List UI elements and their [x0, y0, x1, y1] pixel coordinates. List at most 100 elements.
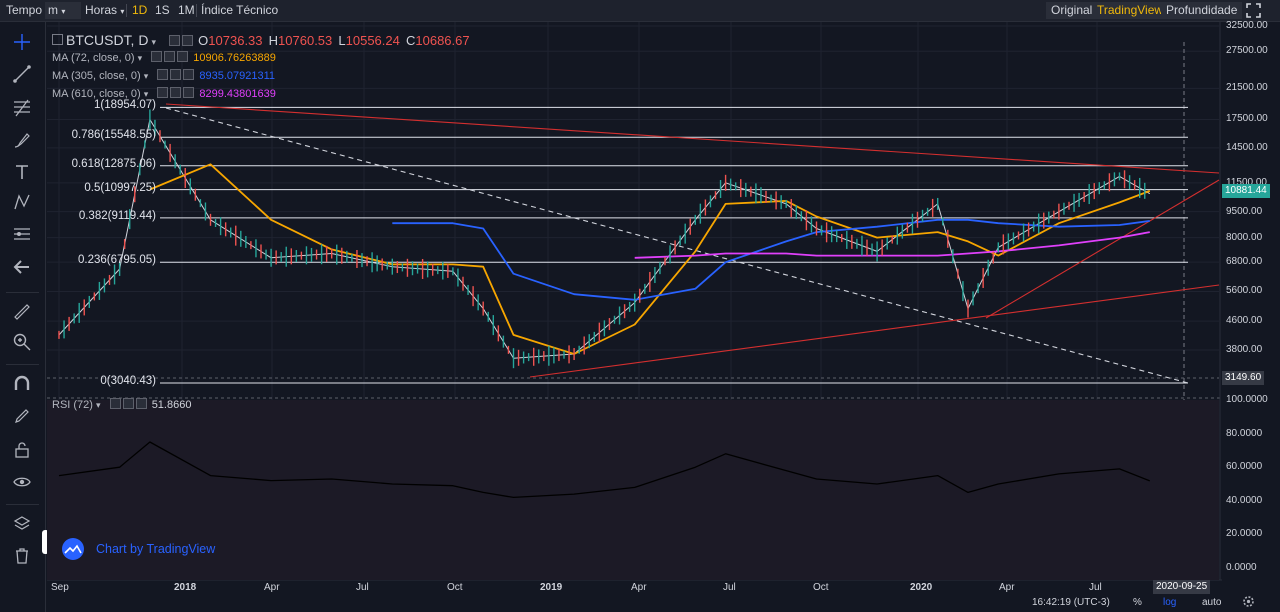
fib-label-4: 0.382(9119.44) [78, 209, 156, 222]
ma72-value: 10906.76263889 [193, 51, 276, 64]
top-toolbar: Tempo m ▾ Horas ▾ 1D 1S 1M Índice Técnic… [0, 0, 1280, 22]
price-tick-2: 21500.00 [1226, 82, 1268, 94]
rsi-tick-3: 40.0000 [1226, 494, 1263, 506]
date-badge: 2020-09-25 [1153, 580, 1211, 594]
ma305-value: 8935.07921311 [199, 69, 276, 82]
view-depth-button[interactable]: Profundidade [1161, 2, 1243, 19]
low-value: 10556.24 [345, 33, 400, 48]
high-value: 10760.53 [278, 33, 333, 48]
rsi-tick-0: 100.0000 [1226, 394, 1268, 405]
rsi-tick-2: 60.0000 [1226, 461, 1263, 473]
ruler-icon[interactable] [12, 302, 32, 322]
time-tick-7: Jul [723, 582, 736, 593]
price-tick-9: 5600.00 [1226, 285, 1263, 297]
draw-mode-icon[interactable] [12, 406, 32, 426]
horas-dropdown[interactable]: Horas ▾ [85, 3, 125, 17]
time-tick-9: 2020 [910, 582, 933, 593]
fib-icon[interactable] [12, 98, 32, 118]
toolbar-collapse-handle[interactable] [42, 530, 49, 554]
series-line-1 [149, 163, 1151, 355]
price-tick-0: 32500.00 [1226, 20, 1268, 31]
time-tick-11: Jul [1089, 582, 1102, 593]
price-badge-1: 3149.60 [1222, 371, 1265, 385]
trendline-icon[interactable] [12, 64, 32, 84]
time-tick-3: Jul [356, 582, 369, 593]
watermark-text: Chart by TradingView [96, 542, 216, 556]
fib-label-1: 0.786(15548.55) [71, 129, 156, 142]
symbol-title[interactable]: BTCUSDT, D [66, 32, 149, 48]
price-tick-10: 4600.00 [1226, 315, 1263, 327]
magnet-icon[interactable] [12, 374, 32, 394]
trash-icon[interactable] [12, 546, 32, 566]
ma305-legend[interactable]: MA (305, close, 0) ▾ 8935.07921311 [52, 69, 276, 82]
rsi-tick-1: 80.0000 [1226, 427, 1263, 439]
layers-icon[interactable] [12, 514, 32, 534]
text-icon[interactable] [12, 162, 32, 182]
price-badge-0: 10881.44 [1222, 184, 1270, 199]
drawing-toolbar [0, 22, 49, 612]
indicator-button[interactable]: Índice Técnico [201, 3, 279, 17]
close-value: 10686.67 [415, 33, 470, 48]
rsi-legend[interactable]: RSI (72) ▾ 51.8660 [52, 398, 192, 411]
brush-icon[interactable] [12, 130, 32, 150]
clock-readout: 16:42:19 (UTC-3) [1032, 597, 1110, 608]
back-arrow-icon[interactable] [12, 257, 32, 277]
series-line-3 [634, 231, 1150, 259]
tradingview-logo-icon [62, 538, 84, 560]
tradingview-watermark[interactable]: Chart by TradingView [60, 538, 215, 560]
support-trendline [985, 179, 1220, 319]
auto-toggle[interactable]: auto [1202, 597, 1222, 608]
crosshair-icon[interactable] [12, 32, 32, 52]
interval-1d-button[interactable]: 1D [132, 3, 148, 17]
view-original-button[interactable]: Original [1046, 2, 1098, 19]
price-tick-6: 9500.00 [1226, 205, 1263, 217]
zoom-icon[interactable] [12, 332, 32, 352]
fullscreen-icon[interactable] [1246, 3, 1261, 18]
series-line-4 [58, 441, 1151, 499]
rsi-tick-4: 20.0000 [1226, 528, 1263, 540]
lock-icon[interactable] [12, 440, 32, 460]
price-tick-3: 17500.00 [1226, 113, 1268, 125]
fib-label-6: 0(3040.43) [100, 375, 156, 387]
percent-toggle[interactable]: % [1133, 597, 1142, 608]
price-tick-4: 14500.00 [1226, 141, 1268, 153]
collapse-icon[interactable] [52, 34, 63, 45]
fib-label-0: 1(18954.07) [93, 99, 156, 112]
time-tick-1: 2018 [174, 582, 197, 593]
price-tick-7: 8000.00 [1226, 231, 1263, 243]
interval-1s-button[interactable]: 1S [155, 3, 170, 17]
price-tick-1: 27500.00 [1226, 45, 1268, 57]
upper-trendline [165, 103, 1220, 174]
time-tick-8: Oct [813, 582, 829, 593]
lower-trendline [529, 284, 1220, 378]
ma72-legend[interactable]: MA (72, close, 0) ▾ 10906.76263889 [52, 51, 276, 64]
open-value: 10736.33 [208, 33, 263, 48]
rsi-value: 51.8660 [151, 398, 192, 411]
time-tick-6: Apr [631, 582, 647, 593]
time-tick-5: 2019 [540, 582, 563, 593]
series-line-2 [392, 218, 1150, 301]
price-tick-11: 3800.00 [1226, 344, 1263, 355]
time-tick-2: Apr [264, 582, 280, 593]
log-toggle[interactable]: log [1163, 597, 1177, 608]
symbol-legend: BTCUSDT, D ▾ O10736.33 H10760.53 L10556.… [52, 32, 470, 49]
legend-settings-icons[interactable] [169, 35, 195, 49]
prediction-icon[interactable] [12, 224, 32, 244]
time-tick-10: Apr [999, 582, 1015, 593]
rsi-pane-bg [47, 400, 1219, 580]
rsi-tick-5: 0.0000 [1226, 562, 1257, 573]
pattern-icon[interactable] [12, 192, 32, 212]
ma610-value: 8299.43801639 [199, 87, 276, 100]
time-tick-4: Oct [447, 582, 463, 593]
fib-label-2: 0.618(12875.06) [71, 157, 156, 170]
price-tick-5: 11500.00 [1226, 176, 1267, 188]
settings-gear-icon[interactable] [1242, 595, 1255, 608]
view-tradingview-button[interactable]: TradingView [1092, 2, 1169, 19]
interval-1m-button[interactable]: 1M [178, 3, 195, 17]
tempo-label: Tempo [6, 3, 43, 17]
fib-label-5: 0.236(6795.05) [77, 254, 156, 267]
eye-icon[interactable] [12, 472, 32, 492]
ma610-legend[interactable]: MA (610, close, 0) ▾ 8299.43801639 [52, 87, 276, 100]
interval-select[interactable]: m ▾ [45, 2, 81, 19]
